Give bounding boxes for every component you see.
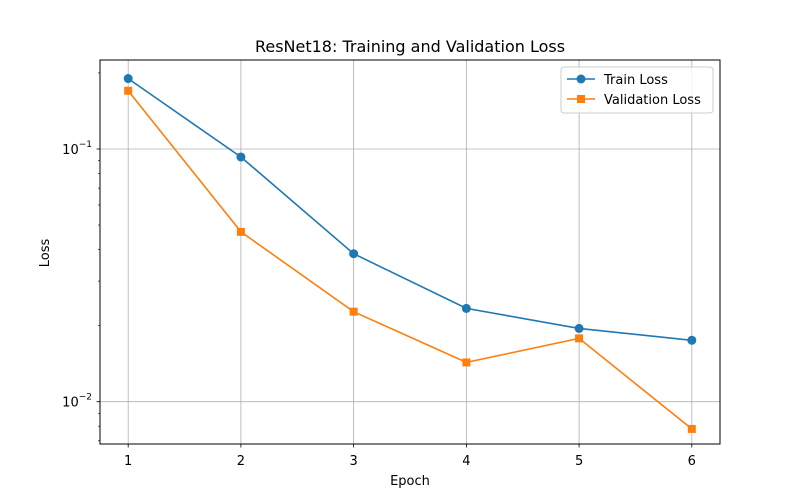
train-loss-point (123, 74, 133, 84)
validation-loss-point (236, 227, 245, 236)
legend-train-label: Train Loss (603, 73, 668, 88)
legend: Train Loss Validation Loss (560, 66, 714, 114)
series-layer (123, 74, 697, 433)
x-tick-label: 3 (349, 454, 357, 469)
validation-loss-point (349, 307, 358, 316)
y-axis-label: Loss (38, 239, 53, 268)
x-axis-label: Epoch (390, 474, 430, 489)
train-loss-point (349, 249, 359, 259)
legend-validation-label: Validation Loss (604, 93, 701, 108)
x-tick-label: 6 (688, 454, 696, 469)
train-loss-point (687, 335, 697, 345)
train-loss-point (236, 152, 246, 162)
y-axis-ticks: 10−2 10−1 (62, 72, 100, 442)
validation-loss-line (127, 90, 693, 430)
y-tick-label: 10−1 (62, 140, 92, 158)
x-tick-label: 2 (237, 454, 245, 469)
validation-loss-point (462, 358, 471, 367)
plot-area-frame (99, 59, 721, 445)
validation-loss-point (687, 424, 696, 433)
train-loss-point (461, 303, 471, 313)
legend-box (560, 66, 714, 114)
y-tick-label: 10−2 (62, 393, 92, 411)
legend-train-marker (576, 74, 586, 84)
x-tick-label: 5 (575, 454, 583, 469)
legend-validation-marker (577, 95, 585, 103)
x-axis-ticks: 1 2 3 4 5 6 (124, 444, 696, 469)
train-loss-point (574, 323, 584, 333)
chart-title: ResNet18: Training and Validation Loss (255, 37, 565, 56)
validation-loss-point (575, 334, 584, 343)
train-loss-line (127, 77, 692, 342)
validation-loss-point (124, 86, 133, 95)
x-tick-label: 1 (124, 454, 132, 469)
x-tick-label: 4 (462, 454, 470, 469)
